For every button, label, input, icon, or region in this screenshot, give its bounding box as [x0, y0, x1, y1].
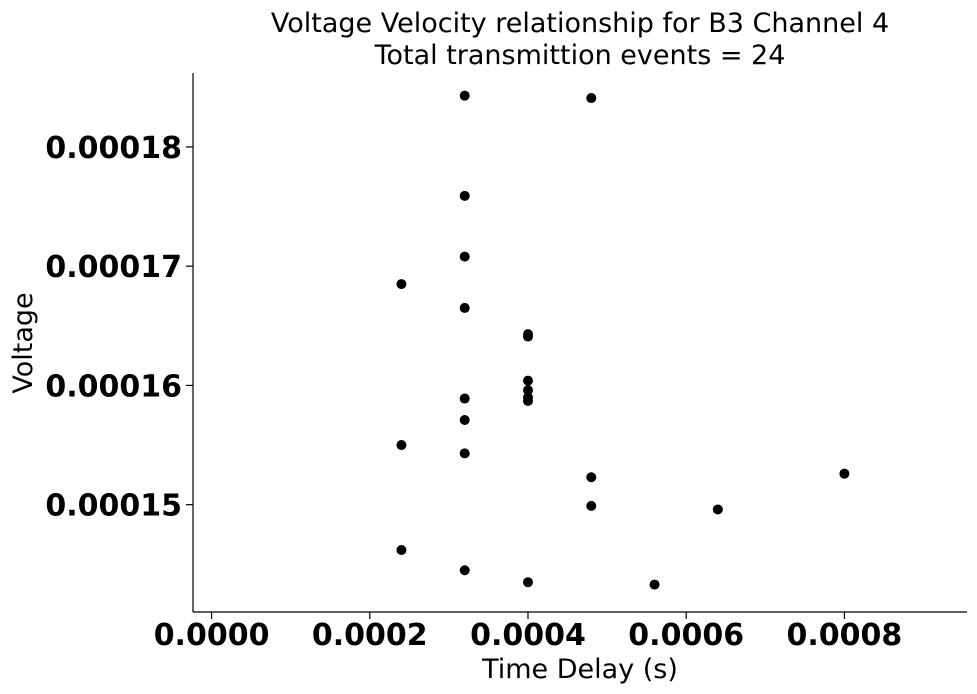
data-point [712, 504, 723, 515]
data-point [586, 93, 597, 104]
x-tick-label: 0.0000 [154, 618, 270, 653]
y-axis-label: Voltage [8, 292, 39, 393]
data-point [396, 440, 407, 451]
data-point [522, 385, 533, 396]
y-tick-label: 0.00016 [45, 369, 182, 404]
data-point [459, 251, 470, 262]
x-tick-label: 0.0002 [312, 618, 428, 653]
data-point [522, 577, 533, 588]
y-tick-label: 0.00018 [45, 131, 182, 166]
data-point [649, 579, 660, 590]
data-point [586, 500, 597, 511]
data-point [459, 393, 470, 404]
data-point [522, 395, 533, 406]
data-point [522, 331, 533, 342]
data-point [396, 544, 407, 555]
data-point [396, 279, 407, 290]
data-point [522, 375, 533, 386]
y-tick-label: 0.00017 [45, 250, 182, 285]
chart-subtitle: Total transmittion events = 24 [374, 40, 786, 71]
data-point [459, 190, 470, 201]
data-point [839, 468, 850, 479]
data-point [459, 302, 470, 313]
data-point [459, 415, 470, 426]
x-axis-label: Time Delay (s) [481, 654, 678, 685]
x-tick-label: 0.0008 [787, 618, 903, 653]
data-point [459, 448, 470, 459]
x-tick-label: 0.0004 [470, 618, 586, 653]
x-axis-ticks: 0.0000 0.0002 0.0004 0.0006 0.0008 [154, 612, 903, 653]
data-point [459, 90, 470, 101]
y-axis-ticks: 0.00015 0.00016 0.00017 0.00018 [45, 131, 193, 524]
plot-area [396, 90, 850, 590]
y-tick-label: 0.00015 [45, 489, 182, 524]
chart-title: Voltage Velocity relationship for B3 Cha… [271, 8, 889, 39]
x-tick-label: 0.0006 [628, 618, 744, 653]
data-point [459, 565, 470, 576]
data-point [586, 472, 597, 483]
